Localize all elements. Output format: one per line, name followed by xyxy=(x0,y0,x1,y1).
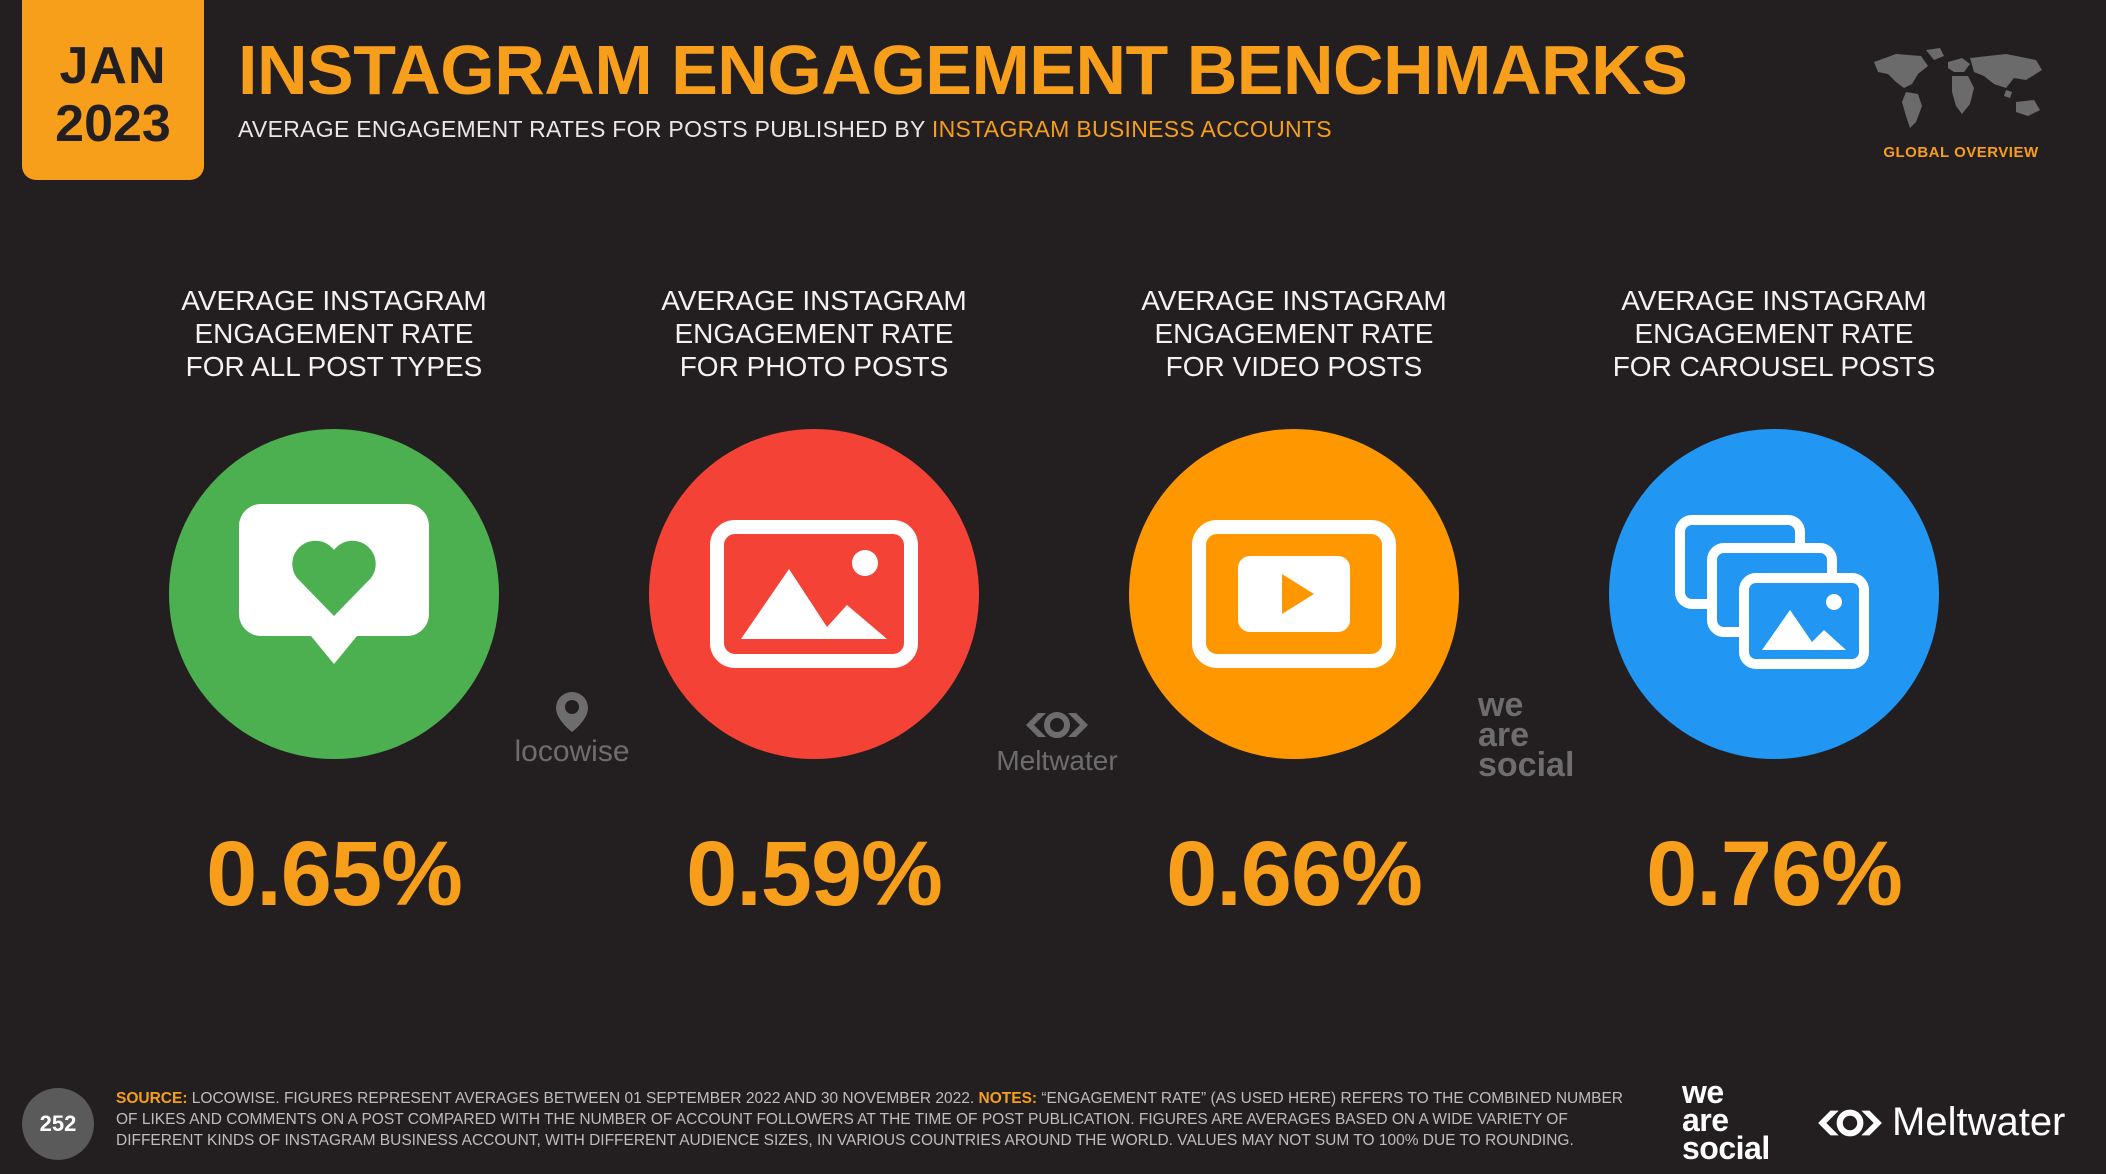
metric-icon-circle xyxy=(1129,429,1459,759)
brand-social: social xyxy=(1682,1130,1770,1166)
footer-notes: SOURCE: LOCOWISE. FIGURES REPRESENT AVER… xyxy=(116,1088,1626,1151)
metric-value: 0.65% xyxy=(206,823,463,925)
region-label: GLOBAL OVERVIEW xyxy=(1883,144,2039,161)
date-badge: JAN 2023 xyxy=(22,0,204,180)
metric-value: 0.76% xyxy=(1646,823,1903,925)
meltwater-mark-icon xyxy=(1026,712,1088,738)
subtitle-highlight: INSTAGRAM BUSINESS ACCOUNTS xyxy=(931,116,1332,142)
global-overview: GLOBAL OVERVIEW xyxy=(1866,44,2056,161)
locowise-logo: locowise xyxy=(512,690,632,769)
metric-label: AVERAGE INSTAGRAM ENGAGEMENT RATE FOR CA… xyxy=(1612,285,1936,382)
heart-bubble-icon xyxy=(239,504,429,664)
metric-value: 0.66% xyxy=(1166,823,1423,925)
source-text: LOCOWISE. FIGURES REPRESENT AVERAGES BET… xyxy=(187,1090,979,1107)
video-icon xyxy=(1192,520,1396,668)
page-number: 252 xyxy=(22,1088,94,1160)
wearesocial-logo-mid: we are social xyxy=(1478,686,1598,784)
wearesocial-logo: we are social xyxy=(1682,1074,1770,1166)
metric-icon-circle xyxy=(169,429,499,759)
wearesocial-we: we xyxy=(1478,686,1524,724)
meltwater-mark-icon xyxy=(1818,1109,1882,1136)
metric-icon-circle xyxy=(1609,429,1939,759)
notes-text: “ENGAGEMENT RATE” (AS USED HERE) REFERS … xyxy=(116,1090,1624,1149)
metric-icon-circle xyxy=(649,429,979,759)
date-month: JAN xyxy=(59,37,167,95)
page-title: INSTAGRAM ENGAGEMENT BENCHMARKS xyxy=(238,31,1688,109)
meltwater-text: Meltwater xyxy=(996,745,1118,776)
date-year: 2023 xyxy=(55,95,171,153)
metric-label: AVERAGE INSTAGRAM ENGAGEMENT RATE FOR PH… xyxy=(661,285,967,382)
locowise-pin-icon xyxy=(556,692,588,732)
locowise-text: locowise xyxy=(514,735,630,768)
meltwater-logo: Meltwater xyxy=(1814,1100,2065,1145)
metric-label: AVERAGE INSTAGRAM ENGAGEMENT RATE FOR AL… xyxy=(181,285,487,382)
brand-meltwater: Meltwater xyxy=(1892,1100,2066,1144)
brand-we: we xyxy=(1682,1074,1724,1110)
metric-label: AVERAGE INSTAGRAM ENGAGEMENT RATE FOR VI… xyxy=(1141,285,1447,382)
wearesocial-social: social xyxy=(1478,746,1575,784)
subtitle-lead: AVERAGE ENGAGEMENT RATES FOR POSTS PUBLI… xyxy=(238,116,932,142)
source-key: SOURCE: xyxy=(116,1090,188,1107)
wearesocial-are: are xyxy=(1478,716,1530,754)
page-subtitle: AVERAGE ENGAGEMENT RATES FOR POSTS PUBLI… xyxy=(238,116,1332,143)
meltwater-logo-mid: Meltwater xyxy=(982,708,1132,777)
photo-icon xyxy=(710,520,918,668)
metric-value: 0.59% xyxy=(686,823,943,925)
notes-key: NOTES: xyxy=(978,1090,1038,1107)
world-map-icon xyxy=(1874,48,2042,128)
carousel-icon xyxy=(1675,515,1869,669)
brand-are: are xyxy=(1682,1102,1729,1138)
